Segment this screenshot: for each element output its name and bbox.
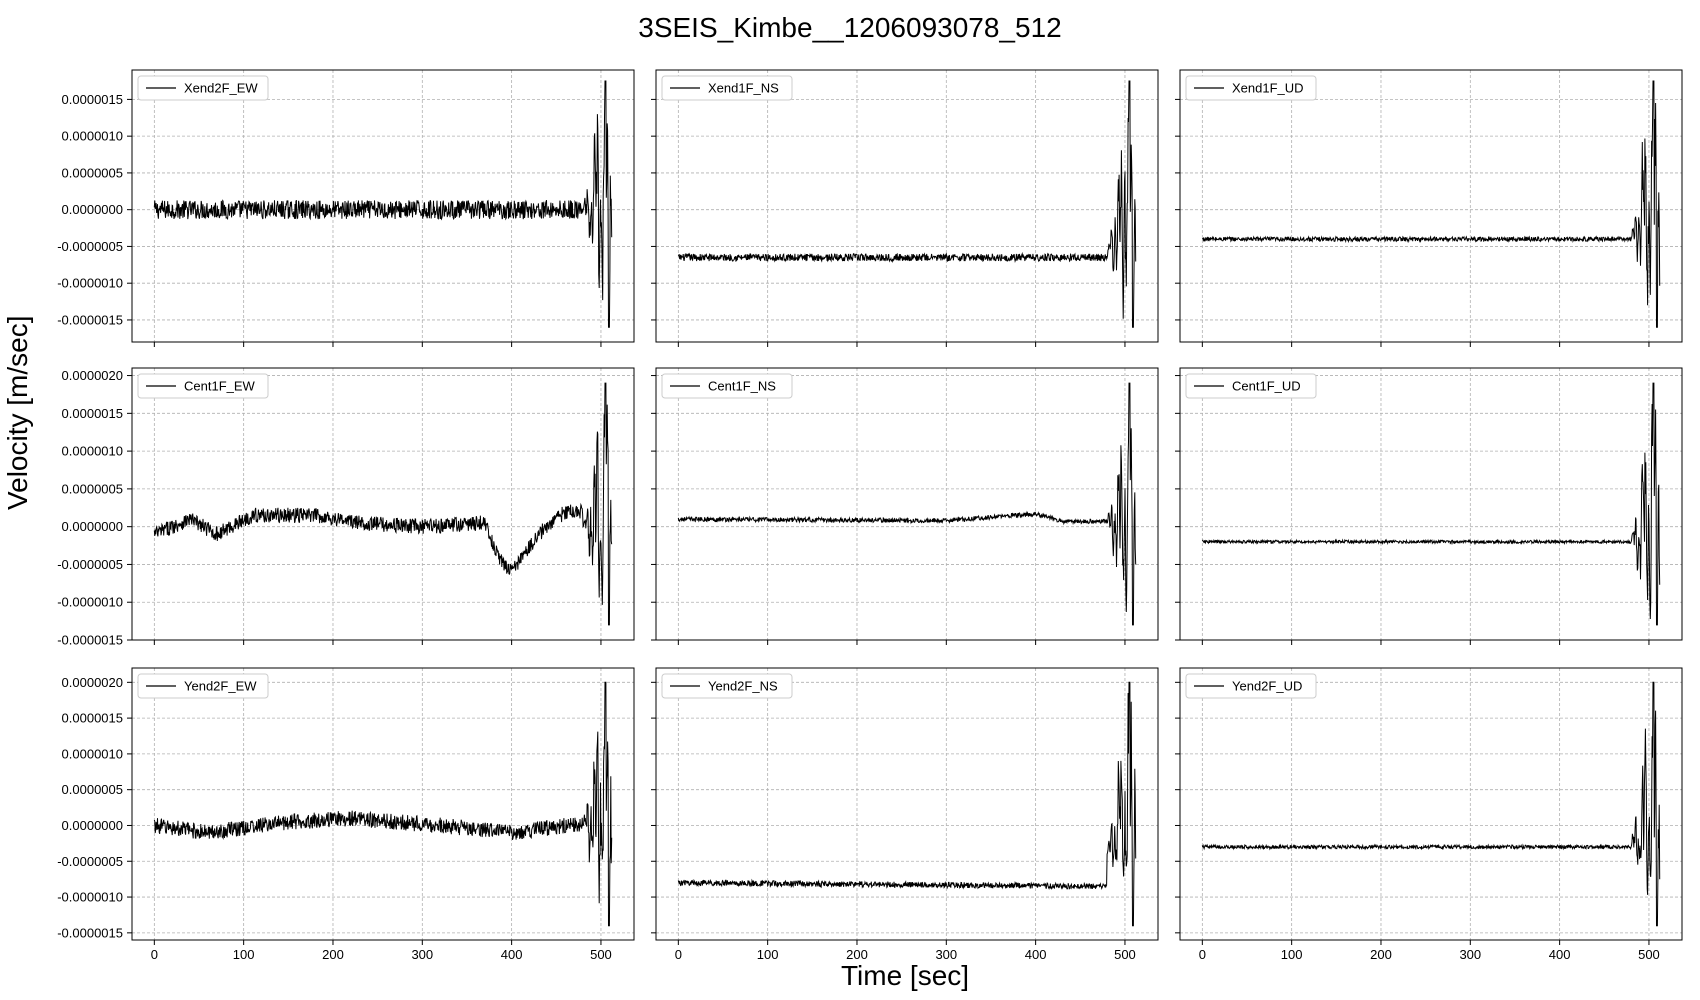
legend: Xend2F_EW xyxy=(137,75,269,101)
y-tick-label: 0.0000005 xyxy=(62,782,123,797)
legend-box xyxy=(137,75,269,101)
x-tick-label: 500 xyxy=(1114,947,1136,962)
axes-frame xyxy=(1179,69,1683,343)
subplot-Cent1F_NS: Cent1F_NS xyxy=(651,367,1159,645)
axes-frame xyxy=(1179,667,1683,941)
y-tick-label: 0.0000020 xyxy=(62,675,123,690)
y-tick-label: -0.0000010 xyxy=(57,890,123,905)
series-line-Xend2F_EW xyxy=(153,80,613,328)
axes-frame xyxy=(655,367,1159,641)
series-line-Yend2F_NS xyxy=(677,681,1137,927)
y-tick-label: 0.0000010 xyxy=(62,129,123,144)
series-line-Cent1F_UD xyxy=(1201,382,1661,626)
x-tick-label: 400 xyxy=(501,947,523,962)
subplot-Cent1F_EW: -0.0000015 -0.0000010 -0.0000005 0.0000000 0… xyxy=(57,367,635,648)
subplot-Xend1F_NS: Xend1F_NS xyxy=(651,69,1159,347)
axes-frame xyxy=(655,69,1159,343)
legend-box xyxy=(1185,673,1317,699)
y-tick-label: -0.0000010 xyxy=(57,595,123,610)
y-tick-label: 0.0000005 xyxy=(62,165,123,180)
legend: Yend2F_UD xyxy=(1185,673,1317,699)
x-axis-label: Time [sec] xyxy=(840,960,970,991)
x-tick-label: 500 xyxy=(590,947,612,962)
x-tick-label: 400 xyxy=(1025,947,1047,962)
legend-box xyxy=(137,673,269,699)
subplot-Cent1F_UD: Cent1F_UD xyxy=(1175,367,1683,645)
y-tick-label: 0.0000015 xyxy=(62,406,123,421)
y-tick-label: -0.0000005 xyxy=(57,557,123,572)
axes-frame xyxy=(655,667,1159,941)
legend-label: Cent1F_EW xyxy=(184,379,256,394)
legend-label: Xend1F_UD xyxy=(1232,81,1304,96)
legend-box xyxy=(661,75,793,101)
axes-frame xyxy=(131,367,635,641)
axes-frame xyxy=(131,69,635,343)
legend: Cent1F_EW xyxy=(137,373,269,399)
x-tick-label: 200 xyxy=(322,947,344,962)
x-tick-label: 300 xyxy=(411,947,433,962)
x-tick-label: 200 xyxy=(846,947,868,962)
legend-box xyxy=(137,373,269,399)
legend-label: Yend2F_NS xyxy=(708,679,778,694)
x-tick-label: 0 xyxy=(151,947,158,962)
series-line-Cent1F_EW xyxy=(153,382,613,626)
legend: Xend1F_NS xyxy=(661,75,793,101)
legend-label: Cent1F_NS xyxy=(708,379,776,394)
x-tick-label: 200 xyxy=(1370,947,1392,962)
legend: Yend2F_NS xyxy=(661,673,793,699)
x-tick-label: 300 xyxy=(935,947,957,962)
y-tick-label: -0.0000015 xyxy=(57,633,123,648)
legend-label: Cent1F_UD xyxy=(1232,379,1301,394)
legend-box xyxy=(1185,373,1317,399)
series-line-Xend1F_UD xyxy=(1201,80,1661,328)
y-tick-label: 0.0000015 xyxy=(62,92,123,107)
legend: Cent1F_UD xyxy=(1185,373,1317,399)
figure-title: 3SEIS_Kimbe__1206093078_512 xyxy=(638,12,1062,43)
y-tick-label: 0.0000000 xyxy=(62,202,123,217)
legend: Xend1F_UD xyxy=(1185,75,1317,101)
legend-label: Xend1F_NS xyxy=(708,81,779,96)
x-tick-label: 0 xyxy=(675,947,682,962)
legend-label: Xend2F_EW xyxy=(184,81,258,96)
subplot-Yend2F_EW: 0 100 200 300 400 500 -0.0000015 -0.0000010 -0.0… xyxy=(57,667,635,962)
legend-box xyxy=(1185,75,1317,101)
axes-frame xyxy=(131,667,635,941)
y-tick-label: 0.0000000 xyxy=(62,818,123,833)
axes-frame xyxy=(1179,367,1683,641)
y-tick-label: -0.0000010 xyxy=(57,276,123,291)
y-tick-label: 0.0000010 xyxy=(62,444,123,459)
x-tick-label: 0 xyxy=(1199,947,1206,962)
legend: Yend2F_EW xyxy=(137,673,269,699)
x-tick-label: 100 xyxy=(1281,947,1303,962)
y-tick-label: 0.0000010 xyxy=(62,746,123,761)
series-line-Cent1F_NS xyxy=(677,382,1137,626)
x-tick-label: 100 xyxy=(757,947,779,962)
x-tick-label: 100 xyxy=(233,947,255,962)
y-tick-label: -0.0000015 xyxy=(57,312,123,327)
subplot-Yend2F_UD: 0 100 200 300 400 500 Yend2F_UD xyxy=(1175,667,1683,962)
series-line-Xend1F_NS xyxy=(677,80,1137,328)
x-tick-label: 300 xyxy=(1459,947,1481,962)
series-line-Yend2F_EW xyxy=(153,681,613,927)
subplot-Yend2F_NS: 0 100 200 300 400 500 Yend2F_NS xyxy=(651,667,1159,962)
y-tick-label: -0.0000005 xyxy=(57,239,123,254)
x-tick-label: 500 xyxy=(1638,947,1660,962)
y-tick-label: -0.0000005 xyxy=(57,854,123,869)
y-tick-label: 0.0000015 xyxy=(62,711,123,726)
legend-box xyxy=(661,673,793,699)
legend-box xyxy=(661,373,793,399)
subplot-Xend2F_EW: -0.0000015 -0.0000010 -0.0000005 0.0000000 0… xyxy=(57,69,635,347)
legend: Cent1F_NS xyxy=(661,373,793,399)
y-tick-label: 0.0000020 xyxy=(62,368,123,383)
subplot-Xend1F_UD: Xend1F_UD xyxy=(1175,69,1683,347)
y-tick-label: 0.0000000 xyxy=(62,519,123,534)
series-line-Yend2F_UD xyxy=(1201,681,1661,927)
legend-label: Yend2F_EW xyxy=(184,679,257,694)
y-tick-label: 0.0000005 xyxy=(62,481,123,496)
x-tick-label: 400 xyxy=(1549,947,1571,962)
legend-label: Yend2F_UD xyxy=(1232,679,1302,694)
y-tick-label: -0.0000015 xyxy=(57,925,123,940)
